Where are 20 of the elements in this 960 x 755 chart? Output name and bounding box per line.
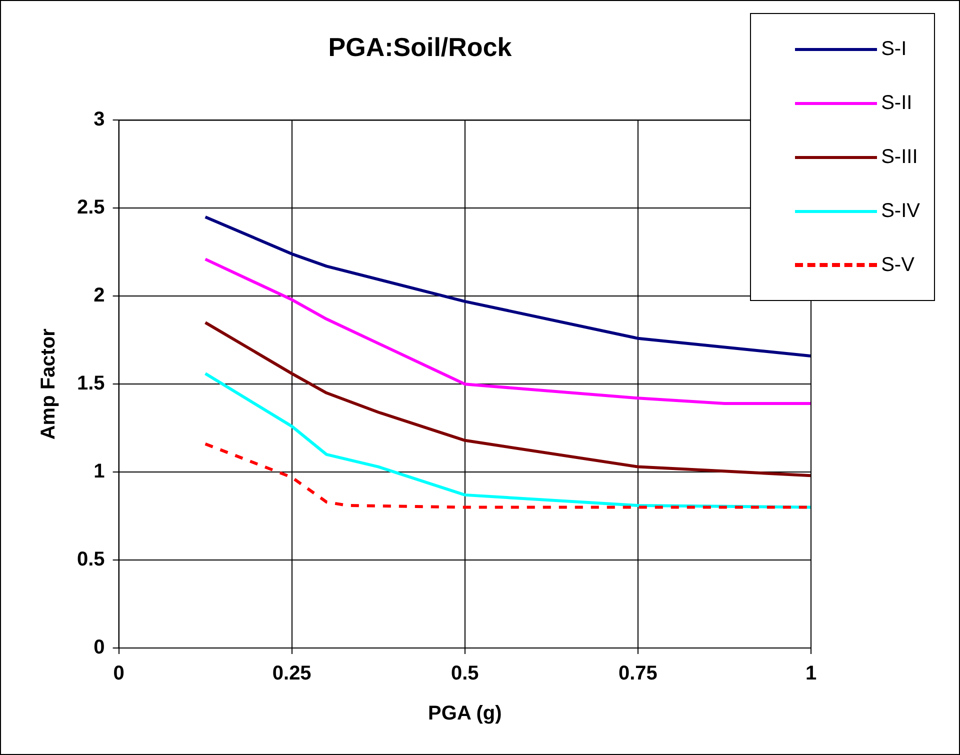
legend-label: S-III <box>881 146 918 168</box>
x-tick-label: 0.25 <box>272 662 312 685</box>
y-axis-title: Amp Factor <box>38 328 60 440</box>
x-tick-label: 0 <box>113 662 124 685</box>
y-tick-label: 2 <box>94 284 105 307</box>
x-axis-title: PGA (g) <box>428 702 502 725</box>
y-tick-label: 0 <box>94 636 105 659</box>
y-tick-label: 2.5 <box>76 196 105 219</box>
x-tick-label: 0.5 <box>450 662 479 685</box>
y-tick-label: 3 <box>94 108 105 131</box>
legend-label: S-V <box>881 254 914 276</box>
legend-label: S-II <box>881 92 912 114</box>
y-tick-label: 1.5 <box>76 372 105 395</box>
y-tick-label: 0.5 <box>76 548 105 571</box>
legend-label: S-I <box>881 38 907 60</box>
x-tick-label: 1 <box>805 662 817 685</box>
x-tick-label: 0.75 <box>618 662 658 685</box>
y-tick-label: 1 <box>94 460 105 483</box>
legend-label: S-IV <box>881 200 920 222</box>
chart-title: PGA:Soil/Rock <box>328 32 512 62</box>
